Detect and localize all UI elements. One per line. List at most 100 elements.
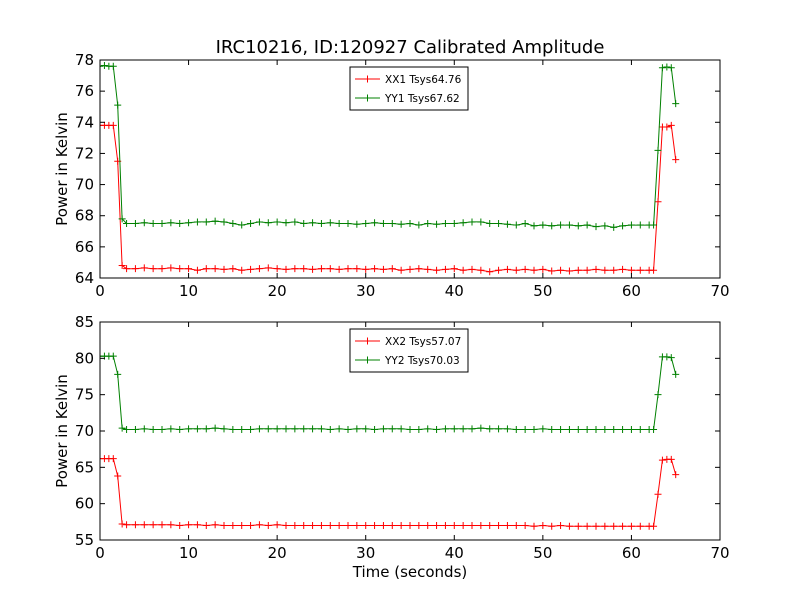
data-point-marker	[362, 220, 370, 227]
x-tick-label: 70	[710, 544, 729, 562]
data-point-marker	[291, 521, 299, 529]
data-point-marker	[441, 265, 449, 273]
data-point-marker	[109, 455, 117, 463]
y-tick-label: 75	[75, 386, 94, 404]
data-point-marker	[486, 425, 494, 433]
data-point-marker	[140, 425, 148, 433]
data-point-marker	[495, 425, 503, 433]
data-point-marker	[193, 218, 201, 226]
data-point-marker	[309, 219, 317, 227]
data-point-marker	[388, 265, 396, 273]
data-point-marker	[557, 266, 565, 274]
data-point-marker	[109, 121, 117, 129]
data-point-marker	[202, 521, 210, 529]
data-point-marker	[636, 221, 644, 229]
data-point-marker	[371, 426, 379, 434]
data-point-marker	[592, 223, 600, 231]
data-point-marker	[326, 265, 334, 273]
data-point-marker	[503, 425, 511, 433]
data-point-marker	[627, 522, 635, 530]
data-point-marker	[131, 426, 139, 434]
data-point-marker	[654, 146, 662, 154]
data-point-marker	[477, 521, 485, 529]
data-point-marker	[371, 265, 379, 273]
data-point-marker	[167, 521, 175, 529]
data-point-marker	[667, 354, 675, 362]
data-point-marker	[548, 267, 556, 275]
data-point-marker	[503, 265, 511, 273]
data-point-marker	[167, 219, 175, 227]
legend-marker	[364, 356, 371, 364]
data-point-marker	[379, 521, 387, 529]
data-point-marker	[291, 265, 299, 273]
data-point-marker	[193, 266, 201, 274]
data-point-marker	[282, 265, 290, 273]
data-point-marker	[158, 220, 166, 227]
x-tick-label: 50	[533, 282, 552, 300]
data-point-marker	[238, 221, 246, 229]
data-point-marker	[273, 521, 281, 529]
data-point-marker	[282, 425, 290, 433]
data-point-marker	[100, 61, 108, 69]
data-point-marker	[109, 352, 117, 360]
data-point-marker	[636, 522, 644, 530]
data-point-marker	[450, 265, 458, 273]
series-0-0	[100, 121, 680, 276]
data-point-marker	[211, 265, 219, 273]
data-point-marker	[300, 521, 308, 529]
data-point-marker	[176, 426, 184, 434]
data-point-marker	[610, 426, 618, 434]
data-point-marker	[158, 521, 166, 529]
data-point-marker	[379, 265, 387, 273]
data-point-marker	[264, 219, 272, 227]
data-point-marker	[344, 521, 352, 529]
data-point-marker	[158, 265, 166, 273]
data-point-marker	[530, 222, 538, 230]
data-point-marker	[619, 265, 627, 273]
data-point-marker	[654, 490, 662, 498]
data-point-marker	[406, 220, 414, 227]
data-point-marker	[663, 63, 671, 71]
data-point-marker	[176, 521, 184, 529]
data-point-marker	[667, 121, 675, 129]
data-point-marker	[118, 215, 126, 223]
data-point-marker	[557, 426, 565, 434]
data-point-marker	[247, 521, 255, 529]
data-point-marker	[149, 265, 157, 273]
legend: XX1 Tsys64.76 YY1 Tsys67.62	[349, 66, 469, 111]
data-point-marker	[415, 265, 423, 273]
data-point-marker	[650, 266, 658, 274]
data-point-marker	[282, 521, 290, 529]
data-point-marker	[512, 426, 520, 434]
data-point-marker	[273, 265, 281, 273]
data-point-marker	[495, 521, 503, 529]
data-point-marker	[663, 123, 671, 131]
data-point-marker	[114, 370, 122, 378]
data-point-marker	[220, 425, 228, 433]
data-point-marker	[362, 425, 370, 433]
data-point-marker	[335, 521, 343, 529]
data-point-marker	[220, 218, 228, 226]
data-point-marker	[424, 425, 432, 433]
data-point-marker	[388, 521, 396, 529]
data-point-marker	[636, 426, 644, 434]
data-point-marker	[583, 221, 591, 229]
data-point-marker	[433, 521, 441, 529]
data-point-marker	[415, 221, 423, 229]
data-point-marker	[433, 220, 441, 228]
data-point-marker	[619, 522, 627, 530]
data-point-marker	[140, 219, 148, 227]
data-point-marker	[512, 221, 520, 229]
data-point-marker	[450, 220, 458, 227]
data-point-marker	[255, 521, 263, 529]
data-point-marker	[379, 220, 387, 227]
data-point-marker	[255, 425, 263, 433]
y-tick-label: 65	[75, 458, 94, 476]
series-1-0	[100, 455, 680, 530]
data-point-marker	[503, 521, 511, 529]
legend-label: XX2 Tsys57.07	[385, 336, 461, 348]
data-point-marker	[140, 521, 148, 529]
x-tick-label: 10	[179, 282, 198, 300]
data-point-marker	[149, 220, 157, 227]
data-point-marker	[326, 219, 334, 227]
